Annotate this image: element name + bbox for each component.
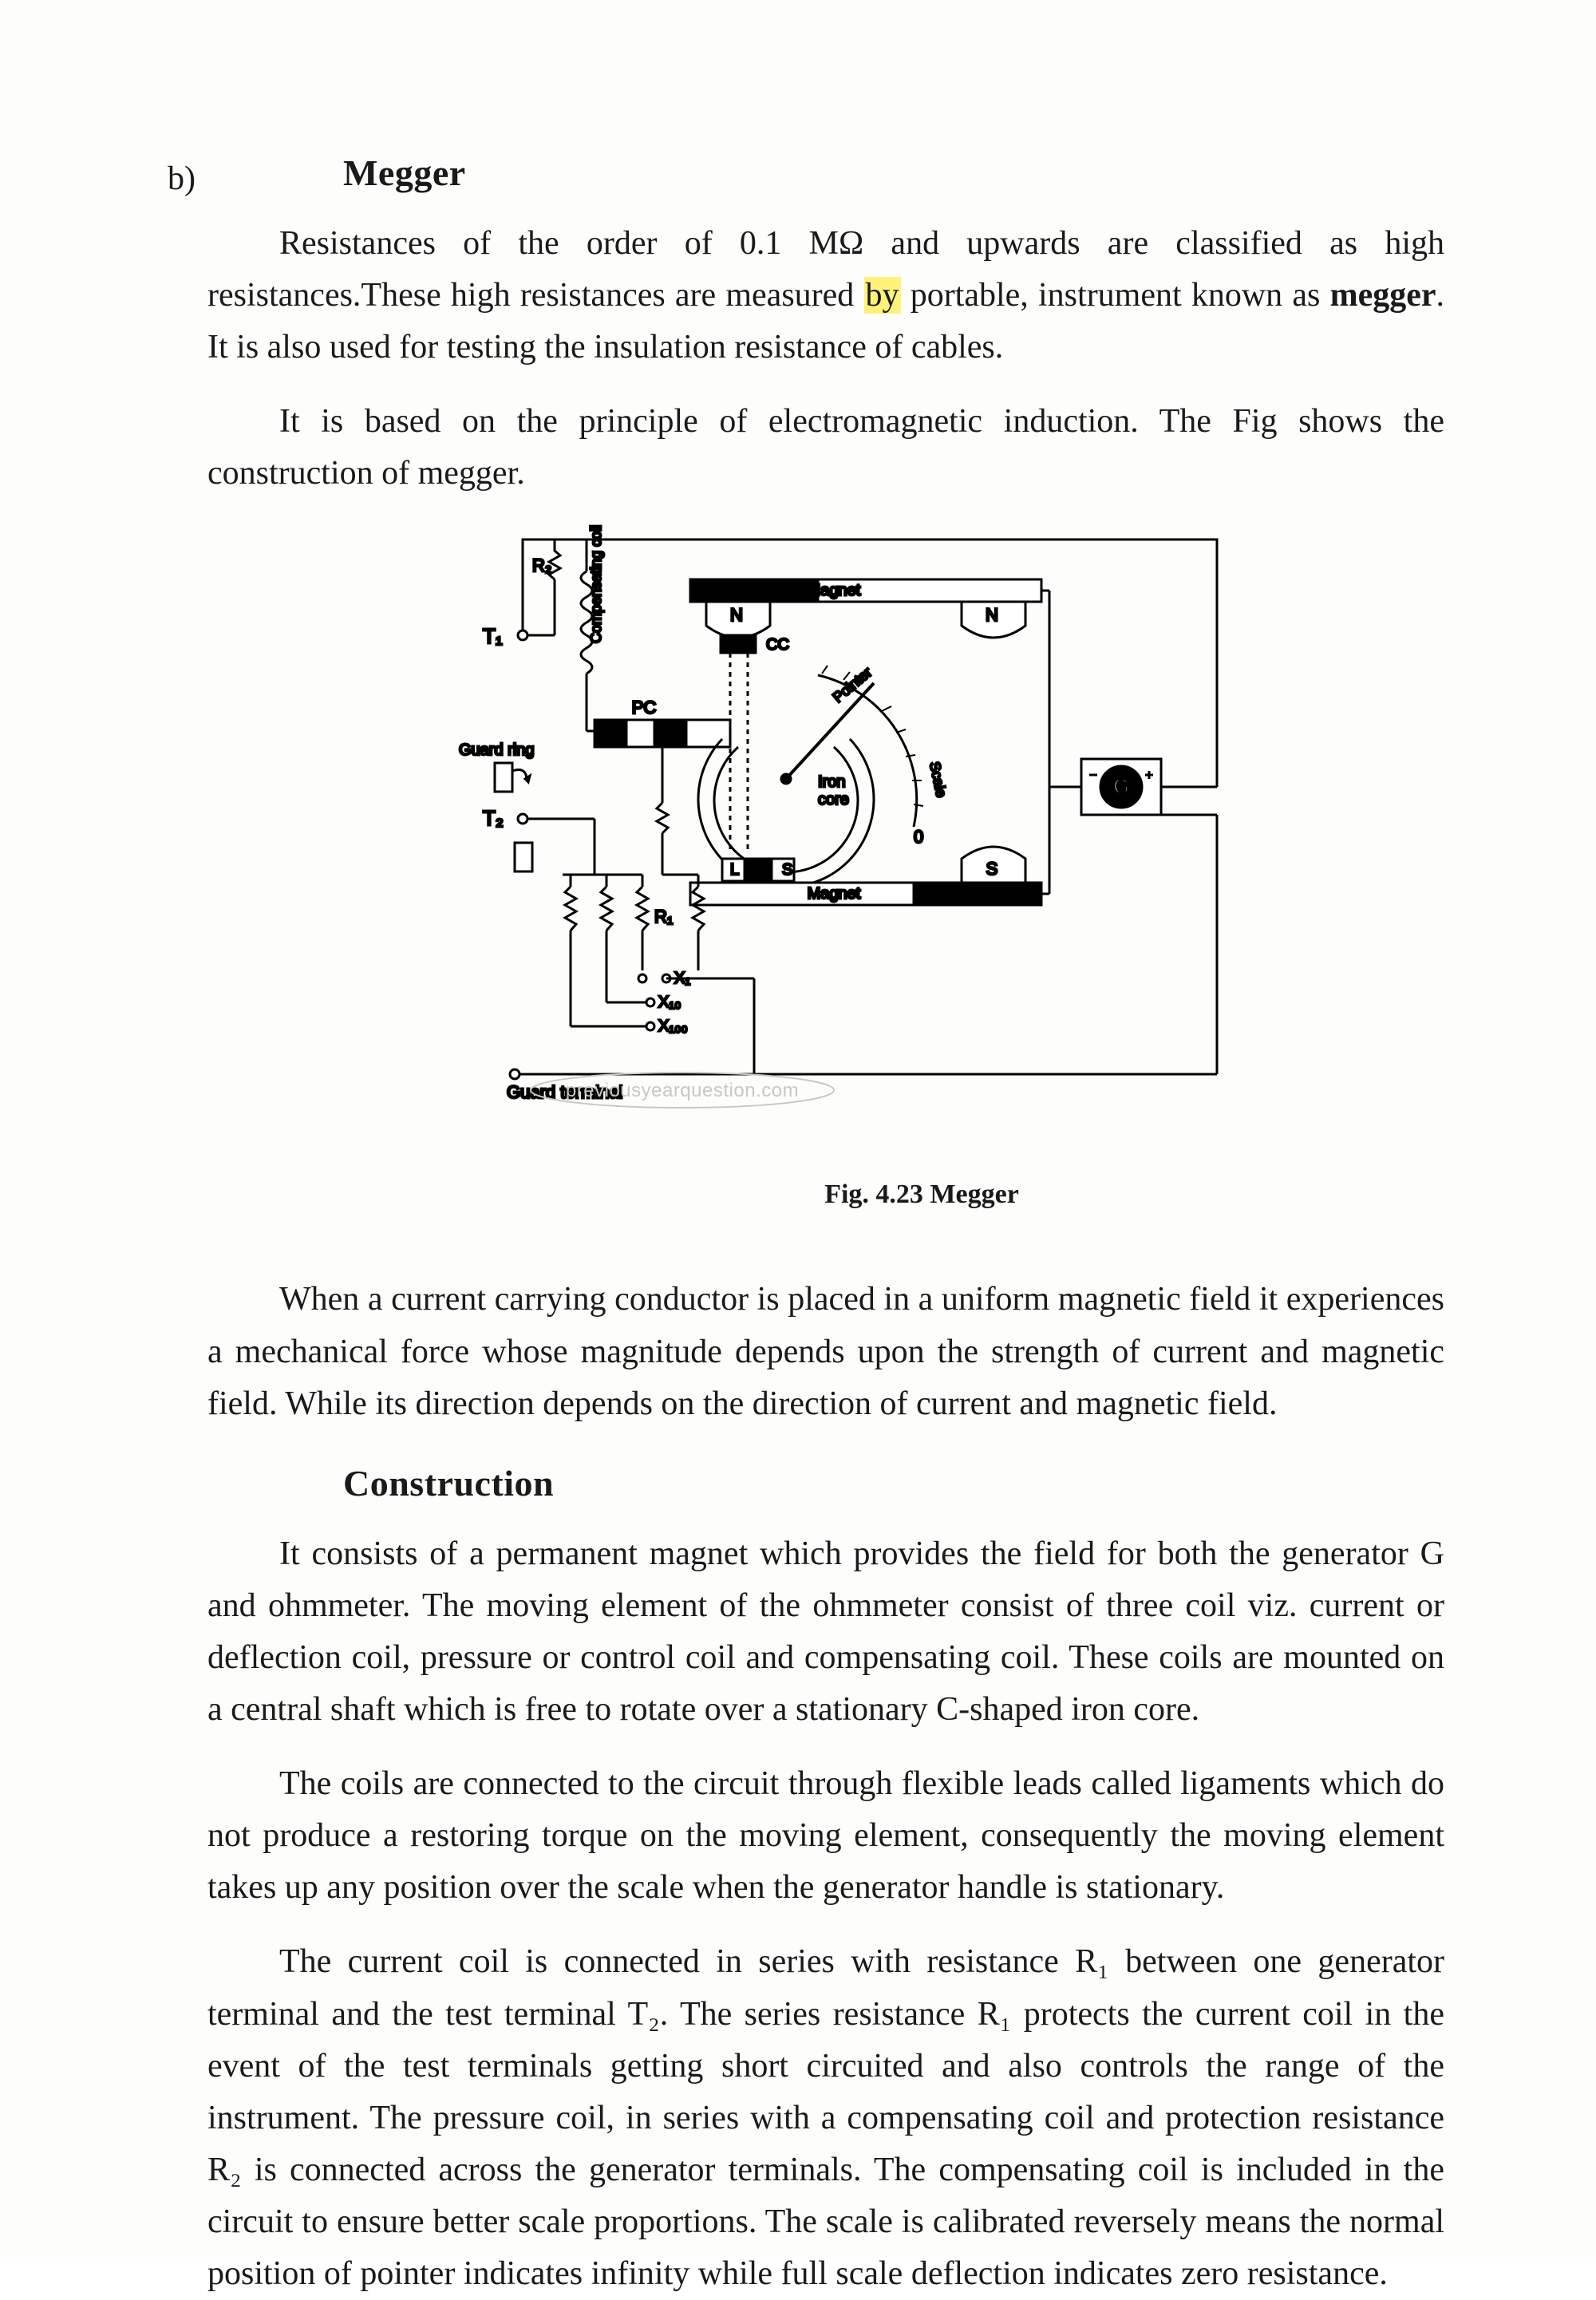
label-magnet-bottom: Magnet xyxy=(808,885,861,903)
heading-megger: Megger xyxy=(343,152,1444,194)
label-x100: X₁₀₀ xyxy=(658,1018,688,1035)
label-l: L xyxy=(730,861,739,879)
label-x10: X₁₀ xyxy=(658,994,681,1011)
paragraph-c1: It consists of a permanent magnet which … xyxy=(207,1528,1444,1736)
label-cc: CC xyxy=(766,636,789,654)
label-s: S xyxy=(782,861,792,879)
bold-megger: megger xyxy=(1330,277,1436,314)
label-comp-coil: Compensating coil xyxy=(588,525,604,643)
label-n1: N xyxy=(730,605,743,625)
label-s2: S xyxy=(986,859,998,879)
label-n2: N xyxy=(986,605,998,625)
document-page: b) Megger Resistances of the order of 0.… xyxy=(0,0,1596,2257)
figure-caption: Fig. 4.23 Megger xyxy=(399,1180,1444,1210)
heading-construction: Construction xyxy=(343,1462,1444,1504)
label-pc: PC xyxy=(632,698,657,717)
watermark-text: previousyearquestion.com xyxy=(566,1080,799,1101)
label-t2: T₂ xyxy=(483,806,504,830)
figure-megger: G T₁ R₂ xyxy=(207,524,1444,1178)
label-r2: R₂ xyxy=(532,555,551,575)
megger-diagram-svg: G T₁ R₂ xyxy=(387,524,1265,1178)
text: portable, instrument known as xyxy=(901,277,1330,314)
label-core: core xyxy=(818,791,849,808)
label-scale: Scale xyxy=(926,761,950,799)
label-g: G xyxy=(1113,774,1129,798)
paragraph-c3: The current coil is connected in series … xyxy=(207,1936,1444,2300)
label-zero: 0 xyxy=(914,827,923,847)
label-r1: R₁ xyxy=(654,907,673,927)
label-guard-ring: Guard ring xyxy=(459,741,535,759)
label-magnet-top: Magnet xyxy=(808,582,861,599)
label-iron: Iron xyxy=(818,773,845,791)
paragraph-c2: The coils are connected to the circuit t… xyxy=(207,1758,1444,1914)
question-label: b) xyxy=(168,160,196,198)
paragraph-intro: Resistances of the order of 0.1 MΩ and u… xyxy=(207,218,1444,373)
highlight-by: by xyxy=(864,277,901,314)
label-t1: T₁ xyxy=(483,624,503,648)
paragraph-principle: It is based on the principle of electrom… xyxy=(207,396,1444,500)
paragraph-force: When a current carrying conductor is pla… xyxy=(207,1274,1444,1429)
